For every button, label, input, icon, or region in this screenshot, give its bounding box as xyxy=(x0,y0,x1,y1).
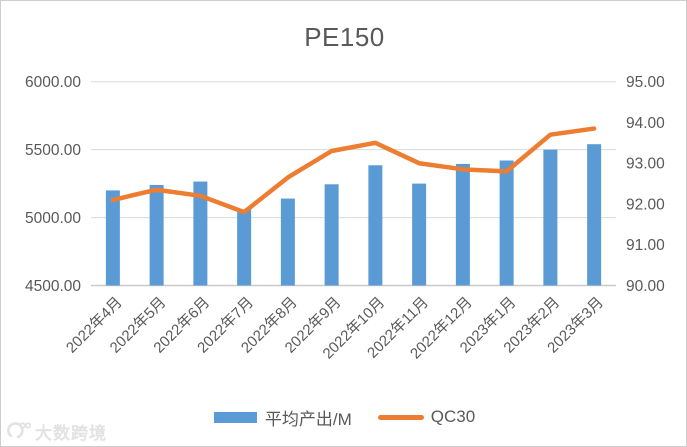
watermark-text: 大数跨境 xyxy=(35,423,107,443)
bar xyxy=(587,144,602,286)
bar xyxy=(105,190,120,286)
legend-line-swatch xyxy=(377,414,424,420)
bar xyxy=(149,184,164,286)
bar xyxy=(280,198,295,286)
left-axis-tick-label: 5500.00 xyxy=(25,142,81,159)
legend-label-bar-series: 平均产出/M xyxy=(264,409,352,429)
watermark: 大数跨境 xyxy=(7,419,107,443)
right-axis-tick-label: 93.00 xyxy=(626,156,665,173)
right-axis-tick-label: 92.00 xyxy=(626,196,665,213)
legend-label-line-series: QC30 xyxy=(430,407,476,426)
bar xyxy=(455,163,470,286)
bar xyxy=(237,209,252,286)
bar xyxy=(499,160,514,286)
left-axis-tick-label: 4500.00 xyxy=(25,278,81,295)
right-axis-tick-label: 91.00 xyxy=(626,237,665,254)
bar xyxy=(412,183,427,286)
right-axis-tick-label: 90.00 xyxy=(626,278,665,295)
right-axis-tick-label: 95.00 xyxy=(626,74,665,91)
line-series xyxy=(110,126,597,215)
watermark-logo-icon xyxy=(7,422,31,439)
bar xyxy=(543,149,558,286)
bar xyxy=(368,165,383,286)
chart-title: PE150 xyxy=(304,22,385,52)
left-axis-tick-label: 5000.00 xyxy=(25,210,81,227)
bar xyxy=(324,184,339,286)
chart-legend: 平均产出/M QC30 xyxy=(1,404,686,430)
right-axis-tick-label: 94.00 xyxy=(626,115,665,132)
left-axis-tick-label: 6000.00 xyxy=(25,74,81,91)
legend-bar-swatch xyxy=(213,411,257,423)
bar xyxy=(193,181,208,286)
